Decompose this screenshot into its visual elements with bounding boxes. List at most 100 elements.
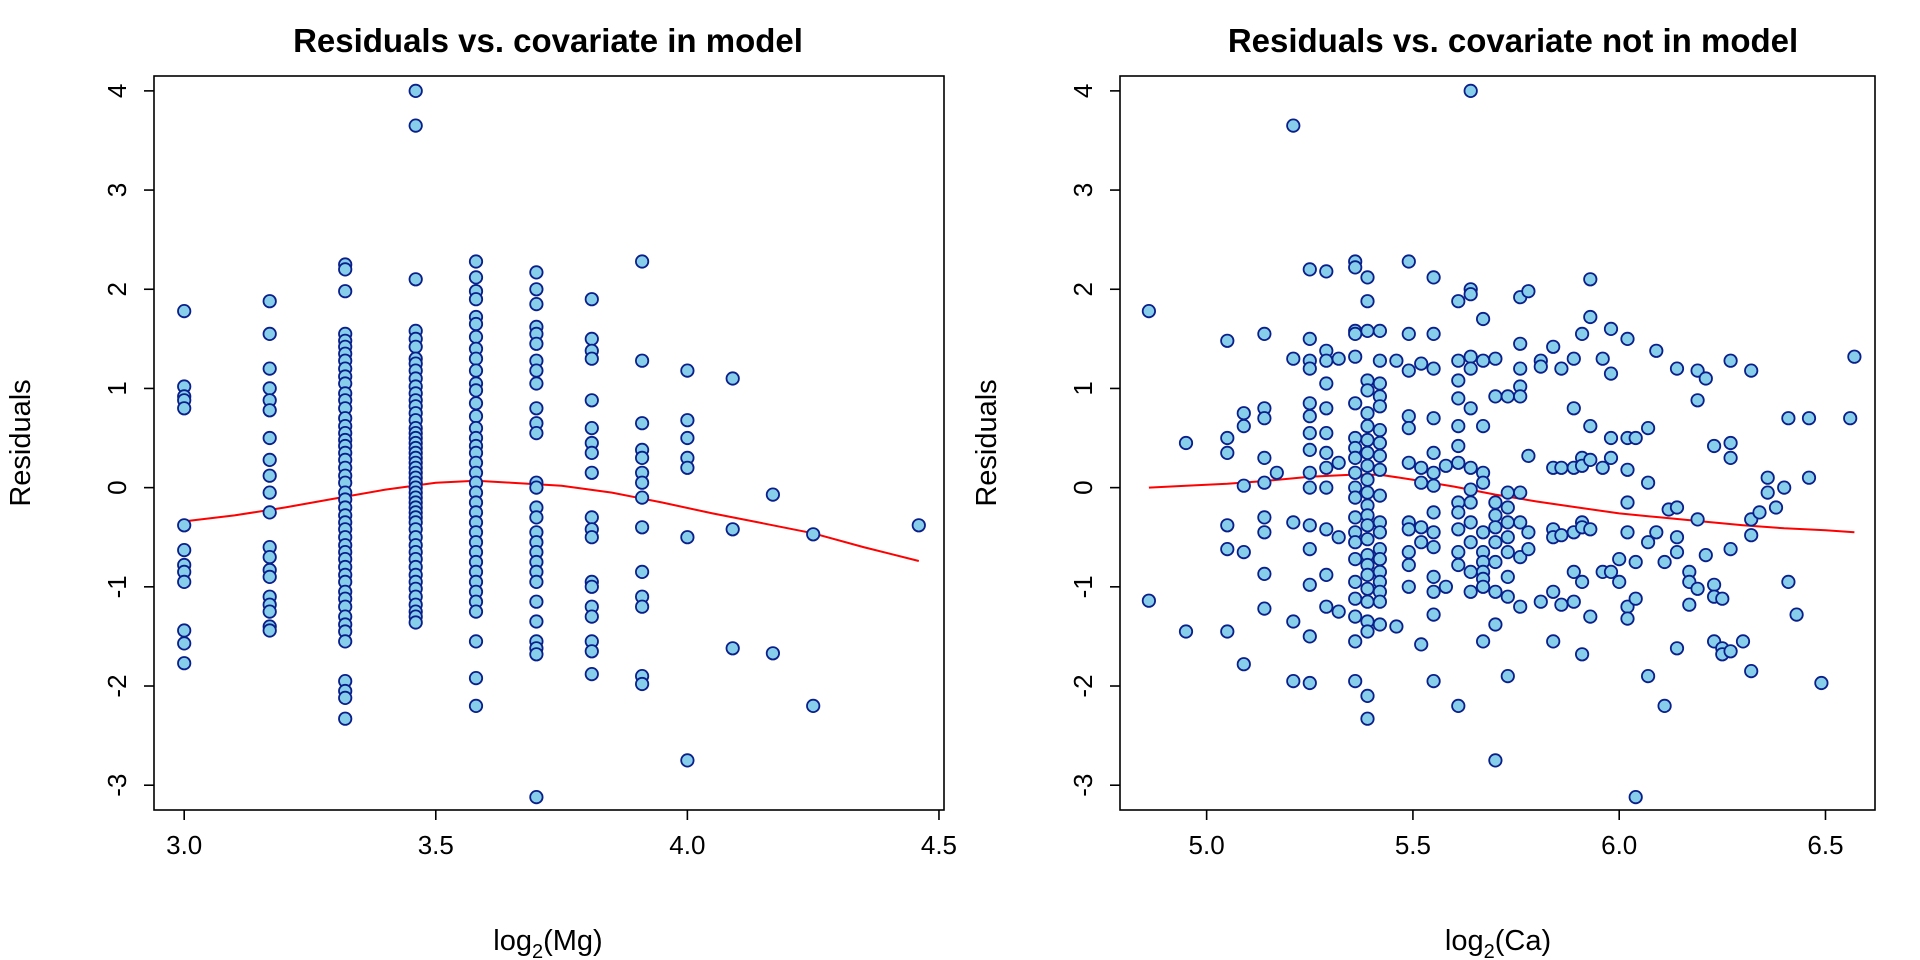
data-point <box>262 485 277 500</box>
data-point <box>1372 462 1388 477</box>
data-point <box>1302 262 1317 277</box>
data-point <box>262 604 277 619</box>
data-point <box>1513 515 1528 530</box>
data-point <box>1603 430 1619 446</box>
data-point <box>1500 544 1515 560</box>
data-point <box>1521 541 1536 557</box>
panel-right: Residuals vs. covariate not in model Res… <box>971 22 1876 960</box>
data-point <box>1331 530 1346 545</box>
data-point <box>1451 373 1466 388</box>
data-point <box>1401 544 1416 560</box>
data-point <box>1641 668 1656 684</box>
data-point <box>529 282 544 297</box>
data-point <box>1566 401 1581 416</box>
data-point <box>1319 522 1334 537</box>
data-point <box>1360 418 1375 434</box>
data-point <box>1414 535 1429 550</box>
x-axis-label-base: log <box>1445 925 1484 957</box>
data-point <box>1595 460 1610 475</box>
data-point <box>1348 634 1363 649</box>
data-point <box>1595 351 1610 366</box>
data-point <box>1628 430 1643 446</box>
data-point <box>1360 432 1375 448</box>
data-point <box>1801 411 1817 426</box>
data-point <box>1302 396 1317 411</box>
data-point <box>584 331 599 346</box>
data-point <box>1546 584 1561 599</box>
data-point <box>1220 624 1235 639</box>
data-point <box>584 510 599 525</box>
data-point <box>177 518 192 533</box>
data-point <box>584 420 599 436</box>
data-point <box>1302 425 1317 441</box>
data-point <box>408 615 423 630</box>
data-point <box>584 644 599 659</box>
data-point <box>1360 383 1375 398</box>
data-point <box>1302 541 1317 557</box>
data-point <box>1451 455 1466 470</box>
data-point <box>1360 485 1375 500</box>
data-point <box>1348 510 1363 525</box>
y-tick-label: 0 <box>1068 480 1098 494</box>
data-point <box>1257 450 1272 465</box>
data-point <box>1426 505 1441 520</box>
data-point <box>262 468 277 483</box>
data-points <box>1141 83 1862 805</box>
data-point <box>1389 353 1404 368</box>
data-point <box>1488 351 1503 366</box>
data-point <box>1500 530 1515 545</box>
data-point <box>806 698 821 714</box>
data-point <box>1302 361 1317 376</box>
data-point <box>1141 303 1157 319</box>
data-point <box>1372 488 1388 503</box>
data-point <box>584 666 599 682</box>
data-point <box>1566 351 1581 366</box>
data-point <box>1302 518 1317 533</box>
data-point <box>1649 343 1664 358</box>
data-point <box>1331 351 1346 366</box>
data-point <box>1257 475 1272 490</box>
data-point <box>584 465 599 480</box>
data-point <box>1236 418 1251 434</box>
data-point <box>1476 634 1491 649</box>
data-point <box>468 698 484 714</box>
data-point <box>1302 331 1317 346</box>
data-point <box>1360 688 1375 704</box>
data-point <box>1372 448 1388 463</box>
data-point <box>1414 356 1429 371</box>
data-point <box>529 510 544 525</box>
data-point <box>1612 574 1627 590</box>
data-point <box>1360 594 1375 609</box>
data-point <box>1533 594 1548 609</box>
data-point <box>1513 389 1528 404</box>
data-point <box>1286 673 1301 689</box>
data-point <box>1801 470 1817 485</box>
data-point <box>1583 522 1598 537</box>
data-point <box>1348 349 1363 364</box>
data-point <box>634 450 650 465</box>
data-point <box>468 316 484 332</box>
data-point <box>1451 438 1466 454</box>
data-point <box>338 262 353 277</box>
data-point <box>468 329 484 344</box>
data-point <box>1220 518 1235 533</box>
data-point <box>1789 607 1804 622</box>
y-tick-label: 1 <box>102 381 132 395</box>
data-point <box>584 292 599 307</box>
data-point <box>765 646 781 661</box>
data-point <box>177 542 192 558</box>
data-point <box>1715 591 1730 606</box>
data-point <box>1348 490 1363 505</box>
data-point <box>1707 438 1722 454</box>
chart-title: Residuals vs. covariate not in model <box>1228 22 1798 59</box>
data-point <box>1566 594 1581 609</box>
data-point <box>680 430 695 446</box>
data-point <box>408 118 423 133</box>
x-axis-label: log2(Ca) <box>1445 925 1551 960</box>
data-point <box>1401 409 1416 424</box>
data-point <box>1521 448 1536 463</box>
x-tick-label: 4.0 <box>669 830 705 860</box>
data-point <box>1566 564 1581 580</box>
data-point <box>1401 254 1416 269</box>
data-point <box>584 351 599 366</box>
